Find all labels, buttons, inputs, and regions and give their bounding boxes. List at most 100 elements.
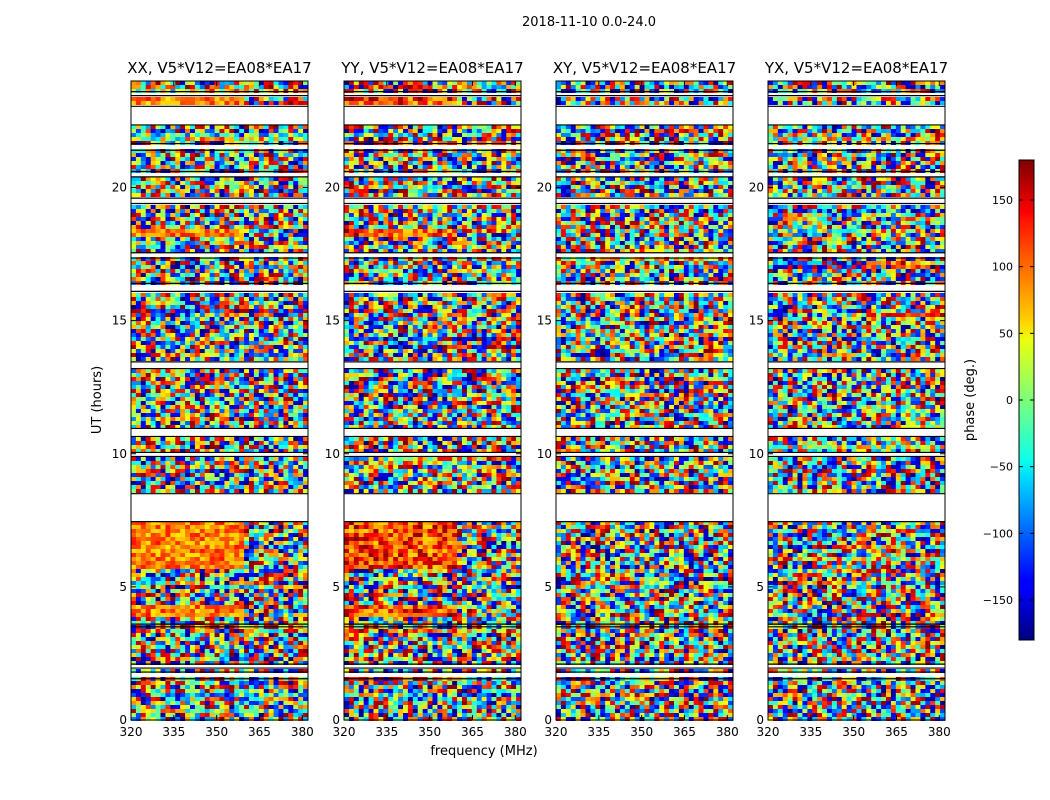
phase-cell xyxy=(165,569,171,573)
phase-cell xyxy=(180,389,186,393)
phase-cell xyxy=(303,209,309,213)
phase-cell xyxy=(303,409,309,413)
phase-cell xyxy=(278,205,284,209)
phase-cell xyxy=(263,269,270,273)
phase-cell xyxy=(303,421,309,425)
phase-cell xyxy=(288,369,294,373)
phase-cell xyxy=(273,541,279,545)
phase-cell xyxy=(481,97,487,101)
phase-cell xyxy=(131,549,137,553)
phase-cell xyxy=(131,353,137,357)
phase-cell xyxy=(239,685,245,689)
phase-cell xyxy=(185,245,191,249)
phase-cell xyxy=(165,697,171,701)
phase-cell xyxy=(155,581,161,585)
phase-cell xyxy=(258,477,265,481)
phase-cell xyxy=(288,97,294,101)
phase-cell xyxy=(407,81,414,85)
phase-cell xyxy=(185,353,191,357)
phase-cell xyxy=(258,521,265,525)
phase-cell xyxy=(175,157,181,161)
phase-cell xyxy=(204,277,211,281)
phase-cell xyxy=(298,217,304,221)
phase-cell xyxy=(273,217,279,221)
phase-cell xyxy=(229,553,235,557)
phase-cell xyxy=(283,337,289,341)
phase-cell xyxy=(135,193,142,197)
phase-cell xyxy=(150,689,156,693)
phase-cell xyxy=(219,229,225,233)
phase-cell xyxy=(175,589,181,593)
phase-cell xyxy=(303,697,309,701)
phase-cell xyxy=(150,221,156,225)
phase-cell xyxy=(283,129,289,133)
phase-cell xyxy=(131,341,137,345)
phase-cell xyxy=(209,229,215,233)
phase-cell xyxy=(209,345,215,349)
phase-cell xyxy=(283,637,289,641)
phase-cell xyxy=(298,457,304,461)
phase-cell xyxy=(268,293,274,297)
phase-cell xyxy=(283,473,289,477)
phase-cell xyxy=(140,585,147,589)
phase-cell xyxy=(194,265,201,269)
phase-cell xyxy=(258,489,265,493)
phase-cell xyxy=(214,681,220,685)
phase-cell xyxy=(190,381,196,385)
phase-cell xyxy=(229,309,235,313)
phase-cell xyxy=(170,257,176,261)
phase-cell xyxy=(298,449,304,453)
phase-cell xyxy=(150,129,156,133)
phase-cell xyxy=(253,573,260,577)
phase-cell xyxy=(155,469,161,473)
phase-cell xyxy=(175,301,181,305)
phase-cell xyxy=(175,561,181,565)
phase-cell xyxy=(229,421,235,425)
phase-cell xyxy=(273,233,279,237)
phase-cell xyxy=(249,469,255,473)
phase-cell xyxy=(175,649,181,653)
phase-cell xyxy=(278,373,284,377)
phase-cell xyxy=(293,385,299,389)
phase-cell xyxy=(145,693,152,697)
phase-cell xyxy=(170,349,176,353)
phase-cell xyxy=(135,349,142,353)
phase-cell xyxy=(278,137,284,141)
phase-cell xyxy=(204,265,211,269)
phase-cell xyxy=(303,641,309,645)
phase-cell xyxy=(273,273,279,277)
phase-cell xyxy=(234,561,240,565)
phase-cell xyxy=(244,621,250,625)
phase-cell xyxy=(170,389,176,393)
phase-cell xyxy=(204,589,211,593)
phase-cell xyxy=(209,341,215,345)
phase-cell xyxy=(170,565,176,569)
phase-cell xyxy=(190,405,196,409)
phase-cell xyxy=(403,97,409,101)
phase-cell xyxy=(180,229,186,233)
phase-cell xyxy=(234,81,240,85)
phase-cell xyxy=(263,389,270,393)
phase-cell xyxy=(209,581,215,585)
phase-cell xyxy=(234,277,240,281)
phase-cell xyxy=(214,481,220,485)
phase-cell xyxy=(155,605,161,609)
phase-cell xyxy=(293,129,299,133)
phase-cell xyxy=(194,181,201,185)
phase-cell xyxy=(303,713,309,717)
phase-cell xyxy=(283,265,289,269)
phase-cell xyxy=(135,413,142,417)
phase-cell xyxy=(293,213,299,217)
phase-cell xyxy=(263,245,270,249)
phase-cell xyxy=(140,437,147,441)
phase-cell xyxy=(209,381,215,385)
phase-cell xyxy=(204,681,211,685)
phase-cell xyxy=(219,401,225,405)
phase-cell xyxy=(224,209,230,213)
phase-cell xyxy=(273,645,279,649)
phase-cell xyxy=(229,261,235,265)
phase-cell xyxy=(224,489,230,493)
phase-cell xyxy=(150,369,156,373)
phase-cell xyxy=(199,297,206,301)
phase-cell xyxy=(145,437,152,441)
